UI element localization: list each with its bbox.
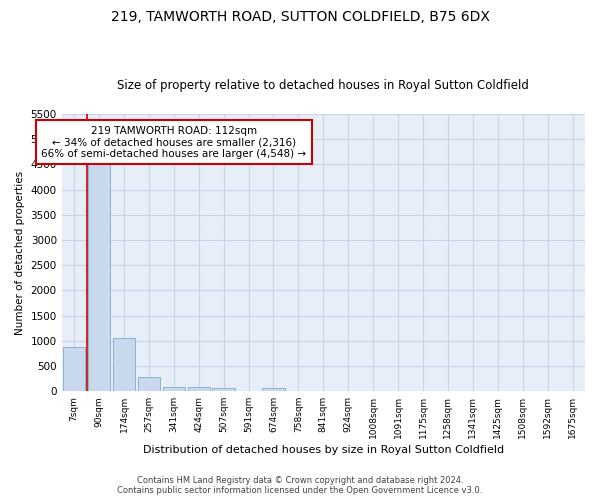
Text: 219, TAMWORTH ROAD, SUTTON COLDFIELD, B75 6DX: 219, TAMWORTH ROAD, SUTTON COLDFIELD, B7… [110,10,490,24]
Bar [188,387,210,391]
Bar [137,376,160,391]
Text: Contains HM Land Registry data © Crown copyright and database right 2024.
Contai: Contains HM Land Registry data © Crown c… [118,476,482,495]
Title: Size of property relative to detached houses in Royal Sutton Coldfield: Size of property relative to detached ho… [118,79,529,92]
Bar [113,338,135,391]
X-axis label: Distribution of detached houses by size in Royal Sutton Coldfield: Distribution of detached houses by size … [143,445,504,455]
Bar [63,346,85,391]
Bar [88,162,110,391]
Bar [163,386,185,391]
Y-axis label: Number of detached properties: Number of detached properties [15,170,25,334]
Bar [212,388,235,391]
Bar [262,388,285,391]
Text: 219 TAMWORTH ROAD: 112sqm
← 34% of detached houses are smaller (2,316)
66% of se: 219 TAMWORTH ROAD: 112sqm ← 34% of detac… [41,126,307,159]
